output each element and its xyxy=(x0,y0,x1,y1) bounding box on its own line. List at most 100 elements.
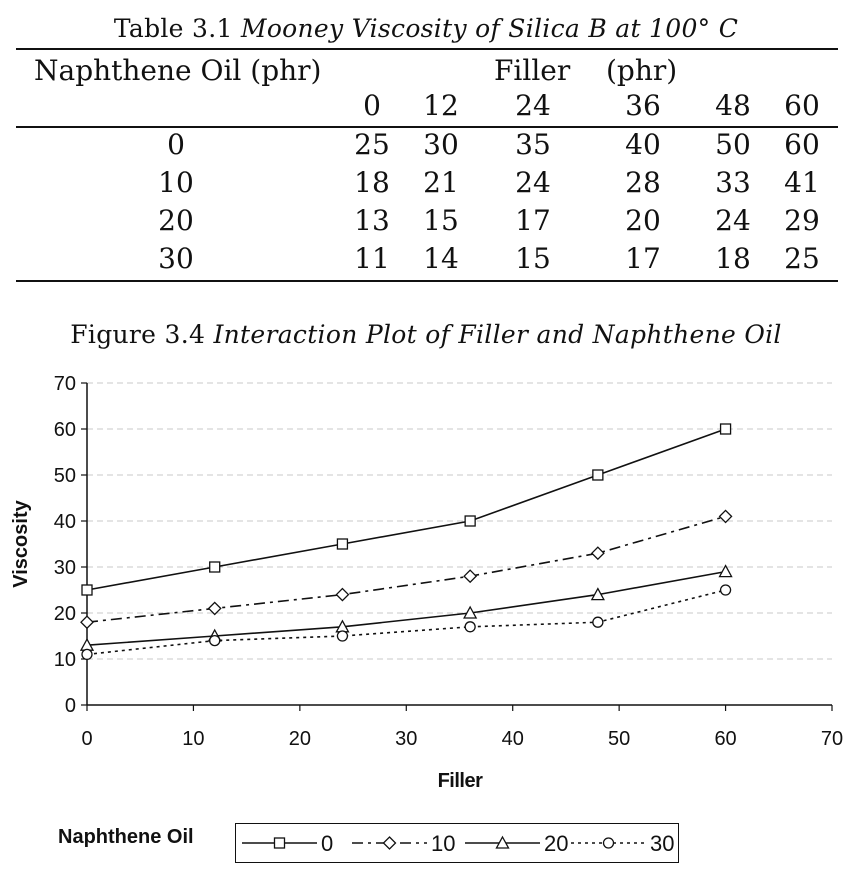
x-tick-label: 50 xyxy=(608,728,630,750)
table-cell: 15 xyxy=(515,242,551,275)
table-cell: 25 xyxy=(784,242,820,275)
data-point xyxy=(464,515,476,527)
series-0 xyxy=(81,423,732,596)
table-cell: 29 xyxy=(784,204,820,237)
table-cell: 24 xyxy=(515,166,551,199)
chart-gridlines xyxy=(87,382,832,660)
data-point xyxy=(209,561,221,573)
table-column-header: 36 xyxy=(625,89,661,122)
series-line xyxy=(86,428,726,591)
series-20 xyxy=(79,564,733,651)
legend-label: 30 xyxy=(650,831,674,856)
x-tick-label: 20 xyxy=(289,728,311,750)
data-point xyxy=(463,569,478,584)
x-tick-label: 60 xyxy=(714,728,736,750)
legend-label: 10 xyxy=(431,831,455,856)
data-point xyxy=(590,546,605,561)
series-line xyxy=(86,589,726,656)
data-point xyxy=(718,564,733,578)
table-column-header: 12 xyxy=(423,89,459,122)
legend-label: 20 xyxy=(544,831,568,856)
table-cell: 17 xyxy=(625,242,661,275)
legend-entries: 0 10 20 30 xyxy=(242,831,674,856)
figure-caption-title: Interaction Plot of Filler and Naphthene… xyxy=(213,320,782,349)
x-tick-label: 40 xyxy=(502,728,524,750)
chart-legend: 0 10 20 30 xyxy=(235,823,679,863)
table-cell: 60 xyxy=(784,128,820,161)
table-col-group-unit: (phr) xyxy=(606,54,678,87)
legend-label: 0 xyxy=(321,831,333,856)
y-tick-label: 30 xyxy=(54,557,76,579)
table-cell: 21 xyxy=(423,166,459,199)
y-tick-label: 10 xyxy=(54,649,76,671)
table-row-label: 30 xyxy=(158,242,194,275)
data-point xyxy=(209,634,221,647)
x-tick-label: 0 xyxy=(81,728,92,750)
table-caption-title: Mooney Viscosity of Silica B at 100° C xyxy=(240,14,739,43)
legend-title: Naphthene Oil xyxy=(58,826,194,848)
table-cell: 25 xyxy=(354,128,390,161)
table-cell: 14 xyxy=(423,242,459,275)
x-tick-label: 70 xyxy=(821,728,843,750)
table-row-label: 10 xyxy=(158,166,194,199)
data-point xyxy=(464,621,476,633)
x-axis-label: Filler xyxy=(438,770,484,792)
legend-marker xyxy=(602,837,615,849)
data-point xyxy=(336,630,349,642)
series-line xyxy=(86,515,726,623)
table-column-header: 60 xyxy=(784,89,820,122)
table-cell: 30 xyxy=(423,128,459,161)
series-line xyxy=(86,570,726,646)
table-column-header: 0 xyxy=(363,89,381,122)
data-point xyxy=(80,615,94,630)
data-point xyxy=(592,469,604,481)
table-cell: 15 xyxy=(423,204,459,237)
x-tick-label: 10 xyxy=(182,728,204,750)
table-cell: 50 xyxy=(715,128,751,161)
data-point xyxy=(207,601,222,616)
interaction-chart: 0 10 20 30 40 50 60 70 0 10 20 30 40 50 60 70 Viscosity… xyxy=(10,373,843,792)
table-cell: 33 xyxy=(715,166,751,199)
data-point xyxy=(336,538,349,550)
table-top-rule xyxy=(16,48,838,50)
series-10 xyxy=(80,509,733,630)
data-point xyxy=(335,587,350,602)
table-column-header: 24 xyxy=(515,89,551,122)
table-cell: 41 xyxy=(784,166,820,199)
table-bottom-rule xyxy=(16,280,838,282)
figure-caption-prefix: Figure 3.4 xyxy=(70,320,206,349)
table-header-rule xyxy=(16,126,838,128)
legend-marker xyxy=(273,837,286,849)
y-tick-label: 20 xyxy=(54,603,76,625)
data-point xyxy=(590,587,605,601)
table-row-label: 20 xyxy=(158,204,194,237)
table-cell: 28 xyxy=(625,166,661,199)
data-point xyxy=(463,605,478,619)
y-tick-label: 70 xyxy=(54,373,76,395)
y-tick-label: 40 xyxy=(54,511,76,533)
table-row-header: Naphthene Oil (phr) xyxy=(34,54,322,87)
data-point xyxy=(718,509,733,524)
legend-marker xyxy=(495,835,510,849)
legend-entry-10: 10 xyxy=(352,831,455,856)
table-cell: 18 xyxy=(715,242,751,275)
data-point xyxy=(81,584,93,596)
table-cell: 35 xyxy=(515,128,551,161)
legend-entry-20: 20 xyxy=(465,831,568,856)
y-axis-label: Viscosity xyxy=(10,499,32,587)
table-cell: 11 xyxy=(354,242,390,275)
table-caption: Table 3.1 Mooney Viscosity of Silica B a… xyxy=(0,14,852,43)
x-tick-label: 30 xyxy=(395,728,417,750)
table-cell: 13 xyxy=(354,204,390,237)
data-point xyxy=(81,648,93,661)
y-tick-label: 60 xyxy=(54,419,76,441)
table-cell: 18 xyxy=(354,166,390,199)
table-col-group-header: Filler xyxy=(494,54,571,87)
chart-axes xyxy=(81,382,833,711)
chart-series xyxy=(79,423,733,661)
series-30 xyxy=(81,584,732,661)
table-cell: 40 xyxy=(625,128,661,161)
legend-entry-30: 30 xyxy=(571,831,674,856)
data-point xyxy=(719,423,732,435)
legend-entry-0: 0 xyxy=(242,831,333,856)
